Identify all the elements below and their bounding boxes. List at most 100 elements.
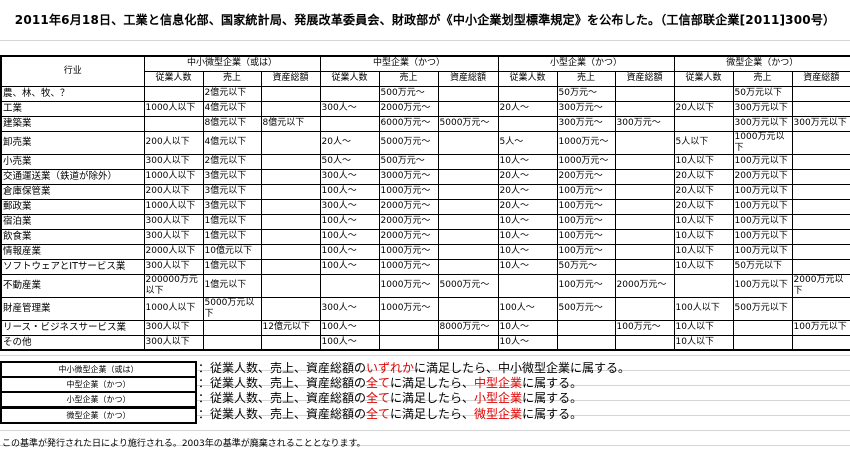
industry-cell: 工業 — [0, 100, 145, 117]
value-cell: 200万元以下 — [732, 168, 793, 185]
value-cell — [260, 296, 321, 321]
value-cell: 2000万元以下 — [791, 273, 850, 298]
table-row: その他 300人以下 100人～ 10人～ 10人以下 — [0, 334, 850, 351]
value-cell — [260, 130, 321, 155]
value-cell: 20人～ — [497, 100, 558, 117]
value-cell — [260, 153, 321, 170]
value-cell: 1000人以下 — [143, 296, 204, 321]
text-segment: に満足したら、 — [390, 391, 475, 405]
legend-label: 小型企業（かつ） — [0, 391, 197, 408]
value-cell — [791, 243, 850, 260]
value-cell — [614, 198, 675, 215]
value-cell: 100万元以下 — [732, 183, 793, 200]
value-cell — [437, 213, 499, 230]
value-cell — [614, 243, 675, 260]
value-cell: 100万元以下 — [732, 213, 793, 230]
value-cell: 1000万元以下 — [732, 130, 793, 155]
value-cell: 3000万元～ — [378, 168, 439, 185]
value-cell: 10人以下 — [673, 319, 734, 336]
value-cell: 1000万元～ — [556, 130, 616, 155]
value-cell: 300人～ — [319, 168, 380, 185]
legend-label: 微型企業（かつ） — [0, 407, 197, 424]
text-segment: ：従業人数、売上、資産総額の — [198, 407, 367, 421]
value-cell — [791, 258, 850, 275]
legend-row: 微型企業（かつ） ：従業人数、売上、資産総額の全てに満足したら、微型企業に属する。 — [0, 407, 850, 424]
column-header: 従業人数 — [143, 70, 204, 87]
value-cell: 3億元以下 — [202, 168, 262, 185]
value-cell: 300万元～ — [614, 115, 675, 132]
highlighted-text: いずれか — [366, 361, 415, 375]
value-cell: 1000人以下 — [143, 198, 204, 215]
value-cell: 20人以下 — [673, 183, 734, 200]
value-cell: 20人～ — [497, 198, 558, 215]
value-cell: 2000万元～ — [378, 213, 439, 230]
value-cell — [673, 115, 734, 132]
value-cell: 2000万元～ — [378, 100, 439, 117]
value-cell: 100万元～ — [614, 319, 675, 336]
value-cell — [673, 273, 734, 298]
value-cell: 10人～ — [497, 258, 558, 275]
highlighted-text: 小型企業 — [474, 391, 523, 405]
value-cell: 100人～ — [319, 228, 380, 245]
value-cell: 300万元以下 — [732, 115, 793, 132]
page-title: 2011年6月18日、工業と信息化部、国家統計局、発展改革委員会、財政部が《中小… — [0, 0, 850, 41]
industry-cell: ソフトウェアとITサービス業 — [0, 258, 145, 275]
value-cell — [260, 168, 321, 185]
value-cell: 10人以下 — [673, 334, 734, 351]
value-cell: 100人～ — [319, 334, 380, 351]
value-cell — [614, 183, 675, 200]
value-cell — [791, 130, 850, 155]
value-cell: 2000万元～ — [614, 273, 675, 298]
table-row: 郵政業 1000人以下 3億元以下 300人～ 2000万元～ 20人～ 100万元～ 20人… — [0, 198, 850, 215]
industry-cell: 不動産業 — [0, 273, 145, 298]
value-cell: 10人～ — [497, 213, 558, 230]
text-segment: に満足したら、中小微型企業に属する。 — [414, 361, 631, 375]
value-cell — [437, 198, 499, 215]
value-cell — [791, 168, 850, 185]
column-header: 従業人数 — [497, 70, 558, 87]
legend-row: 小型企業（かつ） ：従業人数、売上、資産総額の全てに満足したら、小型企業に属する。 — [0, 391, 850, 408]
text-segment: ：従業人数、売上、資産総額の — [198, 376, 367, 390]
industry-header: 行业 — [0, 55, 145, 87]
industry-cell: 宿泊業 — [0, 213, 145, 230]
value-cell: 5人以下 — [673, 130, 734, 155]
value-cell: 10人～ — [497, 153, 558, 170]
value-cell — [378, 319, 439, 336]
industry-cell: 倉庫保管業 — [0, 183, 145, 200]
column-header: 従業人数 — [673, 70, 734, 87]
value-cell: 20人以下 — [673, 198, 734, 215]
value-cell: 100万元以下 — [732, 273, 793, 298]
value-cell: 100万元以下 — [732, 228, 793, 245]
value-cell: 200万元～ — [556, 168, 616, 185]
value-cell: 5000万元～ — [437, 115, 499, 132]
value-cell: 100万元～ — [556, 243, 616, 260]
value-cell — [614, 213, 675, 230]
value-cell: 100人～ — [319, 213, 380, 230]
industry-cell: 郵政業 — [0, 198, 145, 215]
value-cell: 10人以下 — [673, 213, 734, 230]
value-cell — [437, 258, 499, 275]
table-row: 交通運送業（鉄道が除外） 1000人以下 3億元以下 300人～ 3000万元～ 20人～… — [0, 168, 850, 185]
table-row: 工業 1000人以下 4億元以下 300人～ 2000万元～ 20人～ 300万元～ 20人以… — [0, 100, 850, 117]
value-cell: 100万元以下 — [732, 243, 793, 260]
value-cell: 10人以下 — [673, 243, 734, 260]
value-cell — [614, 100, 675, 117]
value-cell: 1億元以下 — [202, 228, 262, 245]
value-cell: 2000万元～ — [378, 198, 439, 215]
value-cell: 20人以下 — [673, 100, 734, 117]
text-segment: に満足したら、 — [390, 376, 475, 390]
value-cell — [260, 85, 321, 102]
value-cell: 3億元以下 — [202, 198, 262, 215]
value-cell: 300人以下 — [143, 213, 204, 230]
value-cell: 200人以下 — [143, 183, 204, 200]
value-cell: 1000人以下 — [143, 168, 204, 185]
column-header: 従業人数 — [319, 70, 380, 87]
column-header: 売上 — [556, 70, 616, 87]
value-cell — [791, 85, 850, 102]
legend-row: 中型企業（かつ） ：従業人数、売上、資産総額の全てに満足したら、中型企業に属する。 — [0, 376, 850, 393]
value-cell — [319, 85, 380, 102]
value-cell — [437, 100, 499, 117]
value-cell — [260, 100, 321, 117]
value-cell: 100万元以下 — [791, 319, 850, 336]
value-cell: 500万元以下 — [732, 296, 793, 321]
